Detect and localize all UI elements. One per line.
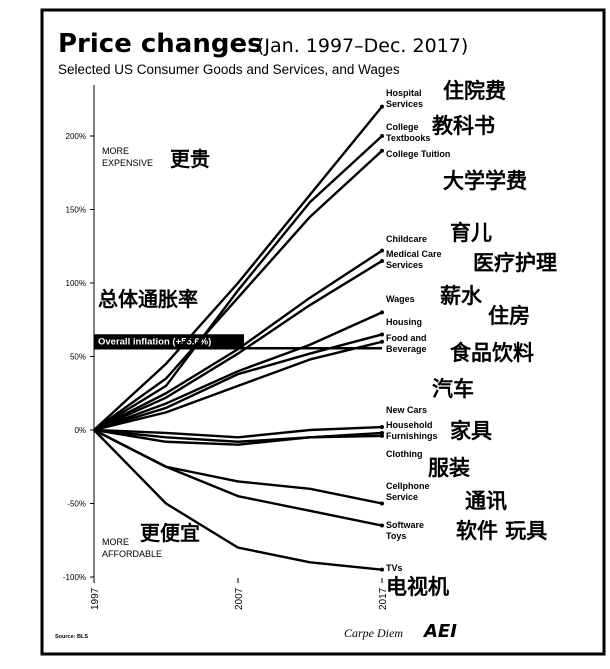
series-label: Cellphone — [386, 481, 430, 491]
y-tick-label: -100% — [63, 573, 86, 582]
series-label-cn: 住房 — [488, 304, 530, 328]
series-label: Services — [386, 99, 423, 109]
series-end-point — [380, 567, 384, 572]
series-line — [93, 428, 383, 527]
y-tick-label: -50% — [67, 500, 86, 509]
series-label-cn: 通讯 — [465, 489, 507, 513]
series-end-point — [380, 430, 384, 435]
series-label: Household — [386, 420, 433, 430]
y-tick-label: 50% — [70, 353, 86, 362]
overall-inflation-box — [94, 334, 244, 349]
series-line — [93, 340, 383, 432]
series-label: TVs — [386, 563, 403, 573]
series-label: College — [386, 122, 419, 132]
chart-title-range: (Jan. 1997–Dec. 2017) — [257, 35, 468, 57]
series-label: Wages — [386, 294, 415, 304]
x-tick-label: 2017 — [378, 587, 389, 610]
x-axis-ticks: 1997 2007 2017 — [90, 578, 389, 610]
footer-logo: AEI — [422, 621, 457, 642]
series-line — [93, 259, 383, 432]
series-end-point — [380, 332, 384, 337]
y-tick-label: 0% — [74, 426, 86, 435]
series-end-point — [380, 104, 384, 109]
overall-inflation-cn: 总体通胀率 — [98, 287, 198, 311]
series-label-cn: 医疗护理 — [473, 251, 557, 275]
series-end-point — [380, 523, 384, 528]
chart-title: Price changes — [58, 29, 263, 59]
series-line — [93, 105, 383, 431]
series-end-point — [380, 501, 384, 506]
series-label-cn: 电视机 — [386, 575, 449, 599]
series-label: Service — [386, 492, 418, 502]
series-label: New Cars — [386, 405, 427, 415]
series-line — [93, 249, 383, 432]
series-label-cn: 教科书 — [432, 114, 495, 138]
series-label-cn: 服装 — [428, 456, 470, 480]
x-tick-label: 2007 — [234, 587, 245, 610]
more-affordable-cn: 更便宜 — [140, 521, 200, 545]
series-label: Food and — [386, 333, 427, 343]
series-label: Medical Care — [386, 249, 442, 259]
series-label: Clothing — [386, 449, 423, 459]
more-expensive-cn: 更贵 — [170, 147, 210, 171]
series-label-cn: 薪水 — [440, 284, 483, 308]
series-line — [93, 135, 383, 432]
series-label: Furnishings — [386, 431, 438, 441]
outer-border — [40, 8, 606, 656]
series-label: Hospital — [386, 88, 422, 98]
series-end-point — [380, 258, 384, 263]
series-label: Textbooks — [386, 133, 430, 143]
series-end-point — [380, 148, 384, 153]
series-label-cn: 软件 玩具 — [456, 519, 547, 543]
series-line — [93, 425, 383, 439]
series-line — [93, 149, 383, 431]
series-end-point — [380, 433, 384, 438]
footer-brand: Carpe Diem — [344, 626, 403, 640]
more-affordable-label-1: MORE — [102, 537, 129, 547]
y-tick-label: 150% — [66, 206, 86, 215]
series-label-cn: 住院费 — [443, 79, 506, 103]
series-label: Childcare — [386, 234, 427, 244]
series-label-cn: 汽车 — [432, 377, 474, 401]
chart-subtitle: Selected US Consumer Goods and Services,… — [58, 62, 400, 77]
series-end-point — [380, 248, 384, 253]
series-end-point — [380, 134, 384, 138]
series-label-cn: 家具 — [450, 419, 492, 443]
x-tick-label: 1997 — [90, 587, 101, 610]
series-end-point — [380, 339, 384, 344]
series-label-cn: 食品饮料 — [450, 341, 534, 365]
series-label: Toys — [386, 531, 406, 541]
more-expensive-label-1: MORE — [102, 146, 129, 156]
series-label: Beverage — [386, 344, 427, 354]
overall-inflation-label: Overall inflation (+55.6%) — [98, 336, 211, 347]
series-label: Housing — [386, 317, 422, 327]
y-tick-label: 200% — [66, 132, 86, 141]
series-label-cn: 大学学费 — [443, 169, 527, 193]
y-axis-ticks: 200% 150% 100% 50% 0% -50% -100% — [63, 132, 94, 582]
series-label: Services — [386, 260, 423, 270]
series-line — [93, 333, 383, 432]
series-label-cn: 育儿 — [450, 221, 492, 245]
series-label: Software — [386, 520, 424, 530]
series-line — [93, 429, 383, 571]
series-line — [93, 311, 383, 432]
series-end-point — [380, 425, 384, 430]
more-expensive-label-2: EXPENSIVE — [102, 158, 153, 168]
source-note: Source: BLS — [55, 634, 88, 640]
series-lines — [93, 104, 384, 572]
series-line — [93, 428, 383, 446]
series-end-point — [380, 310, 384, 315]
more-affordable-label-2: AFFORDABLE — [102, 549, 162, 559]
series-label: College Tuition — [386, 149, 450, 159]
y-tick-label: 100% — [66, 279, 86, 288]
